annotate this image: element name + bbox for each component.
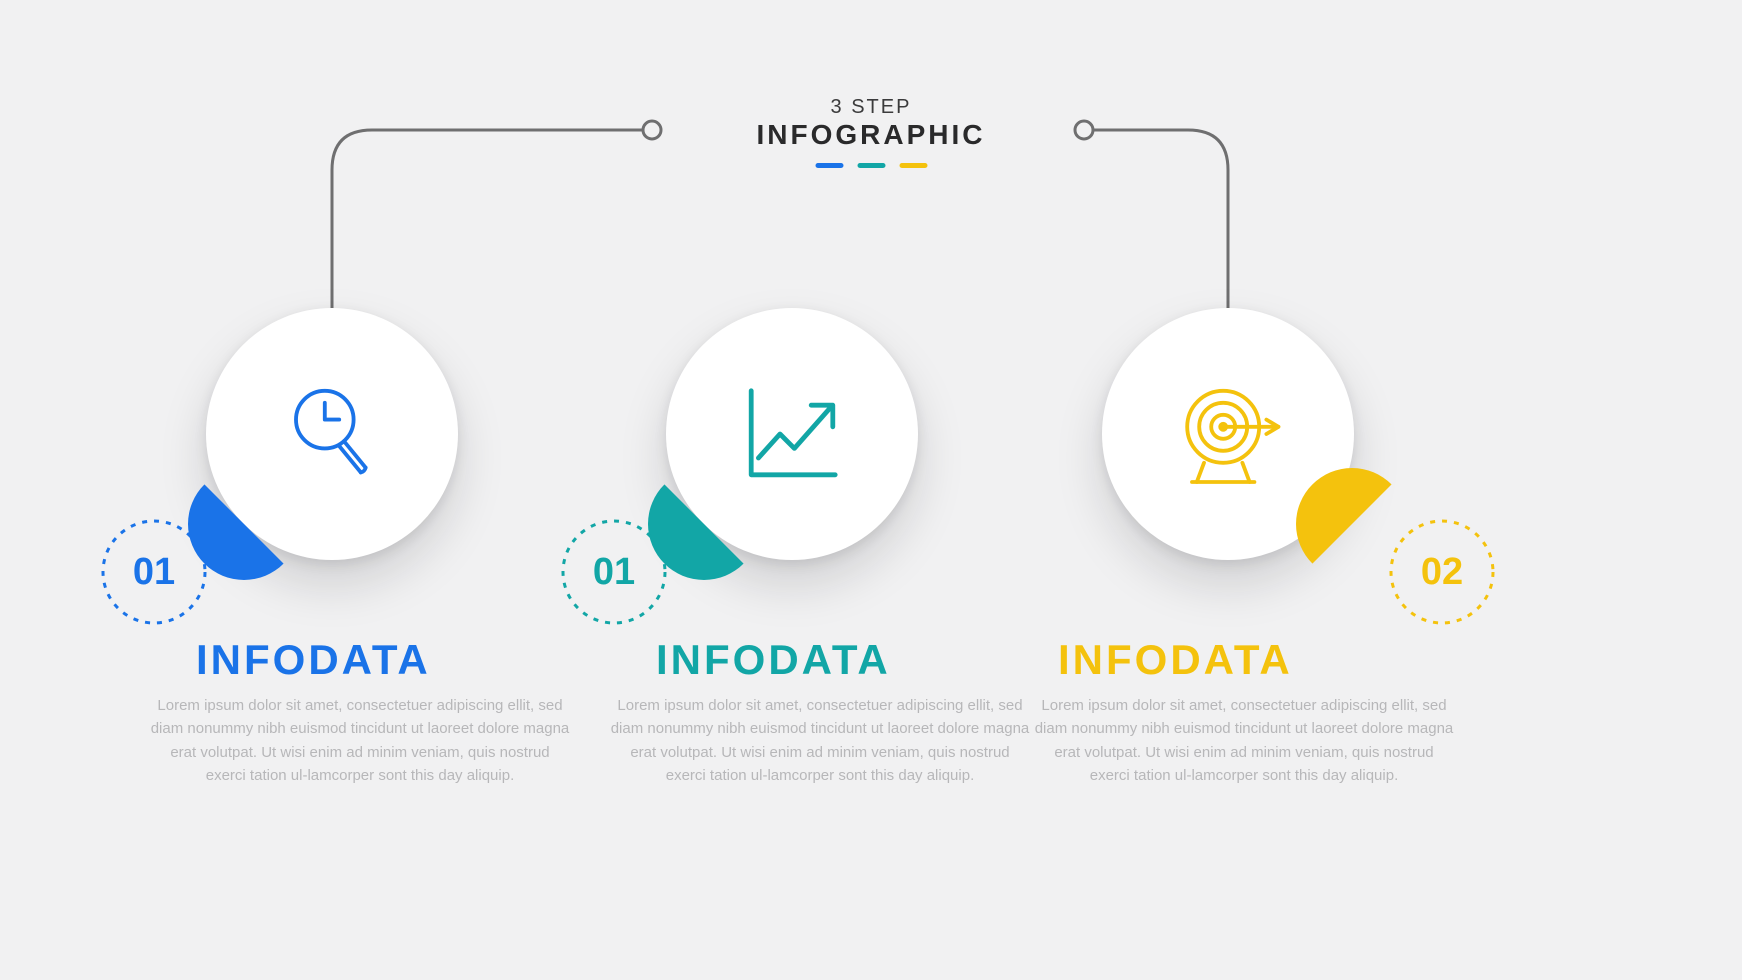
step-3-body: Lorem ipsum dolor sit amet, consectetuer…	[1034, 694, 1454, 787]
step-2-body: Lorem ipsum dolor sit amet, consectetuer…	[610, 694, 1030, 787]
step-3-title: INFODATA	[1058, 636, 1293, 684]
header-subtitle: 3 STEP	[757, 96, 986, 119]
step-1-number: 01	[133, 551, 175, 594]
header: 3 STEP INFOGRAPHIC	[757, 96, 986, 168]
step-3-number: 02	[1421, 551, 1463, 594]
header-title: INFOGRAPHIC	[757, 119, 986, 151]
step-3-number-badge: 02	[1388, 518, 1496, 626]
step-1-title: INFODATA	[196, 636, 431, 684]
header-accent-dash	[857, 163, 885, 168]
step-1-body: Lorem ipsum dolor sit amet, consectetuer…	[150, 694, 570, 787]
header-accent-dash	[815, 163, 843, 168]
step-1-number-badge: 01	[100, 518, 208, 626]
step-2-number: 01	[593, 551, 635, 594]
step-2-title: INFODATA	[656, 636, 891, 684]
header-accent-dash	[899, 163, 927, 168]
growth-chart-icon	[732, 374, 852, 494]
step-2-number-badge: 01	[560, 518, 668, 626]
target-icon	[1168, 374, 1288, 494]
magnifier-icon	[272, 374, 392, 494]
header-accent-row	[757, 163, 986, 168]
infographic-stage: 3 STEP INFOGRAPHIC 01 INFODATA Lorem ipsum…	[0, 0, 1742, 980]
